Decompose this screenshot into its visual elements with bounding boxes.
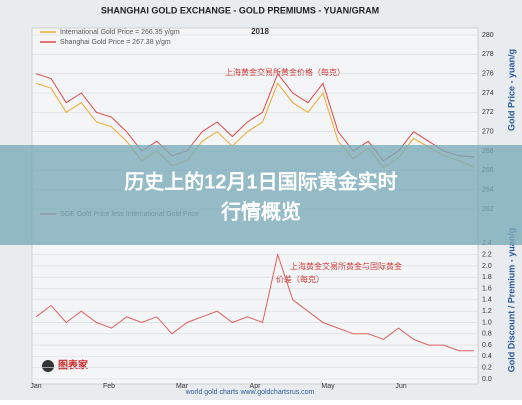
x-tick-label: Mar — [176, 383, 189, 390]
y-tick-label: 0.2 — [482, 365, 492, 372]
y-tick-label: 272 — [482, 109, 494, 116]
y-tick-label: 270 — [482, 129, 494, 136]
chart-subtitle: 2018 — [251, 27, 269, 36]
y-tick-label: 0.6 — [482, 342, 492, 349]
y-tick-label: 0.4 — [482, 353, 492, 360]
logo: 图表家 — [58, 359, 89, 372]
overlay-title: 行情概览 — [220, 199, 301, 223]
y-tick-label: 274 — [482, 90, 494, 97]
y-tick-label: 278 — [482, 51, 494, 58]
annotation: 上海黄金交易所黄金价格（每克） — [225, 67, 345, 77]
y-tick-label: 0.8 — [482, 331, 492, 338]
y-axis-label: Gold Discount / Premium - yuan/g — [506, 228, 516, 373]
y-tick-label: 1.8 — [482, 274, 492, 281]
y-axis-label: Gold Price - yuan/g — [506, 49, 516, 131]
y-tick-label: 1.0 — [482, 319, 492, 326]
annotation: 价差（每克） — [276, 274, 324, 284]
y-tick-label: 1.2 — [482, 308, 492, 315]
x-tick-label: Jun — [395, 383, 406, 390]
logo-icon — [42, 360, 54, 372]
chart-title: SHANGHAI GOLD EXCHANGE - GOLD PREMIUMS -… — [101, 5, 379, 15]
overlay-title: 历史上的12月1日国际黄金实时 — [124, 169, 397, 193]
y-tick-label: 2.0 — [482, 263, 492, 270]
x-tick-label: Apr — [250, 383, 262, 390]
y-tick-label: 1.4 — [482, 297, 492, 304]
y-tick-label: 280 — [482, 32, 494, 39]
source: world gold charts www.goldchartsrus.com — [185, 389, 315, 396]
x-tick-label: Jan — [30, 383, 41, 390]
banner — [0, 145, 522, 245]
y-tick-label: 2.2 — [482, 251, 492, 258]
x-tick-label: Feb — [103, 383, 115, 390]
series-line — [35, 252, 474, 352]
legend-label: International Gold Price = 266.35 y/gm — [60, 29, 180, 36]
y-tick-label: 276 — [482, 71, 494, 78]
legend-label: Shanghai Gold Price = 267.38 y/gm — [60, 39, 171, 46]
y-tick-label: 1.6 — [482, 285, 492, 292]
x-tick-label: May — [321, 383, 335, 390]
y-tick-label: 0.0 — [482, 376, 492, 383]
